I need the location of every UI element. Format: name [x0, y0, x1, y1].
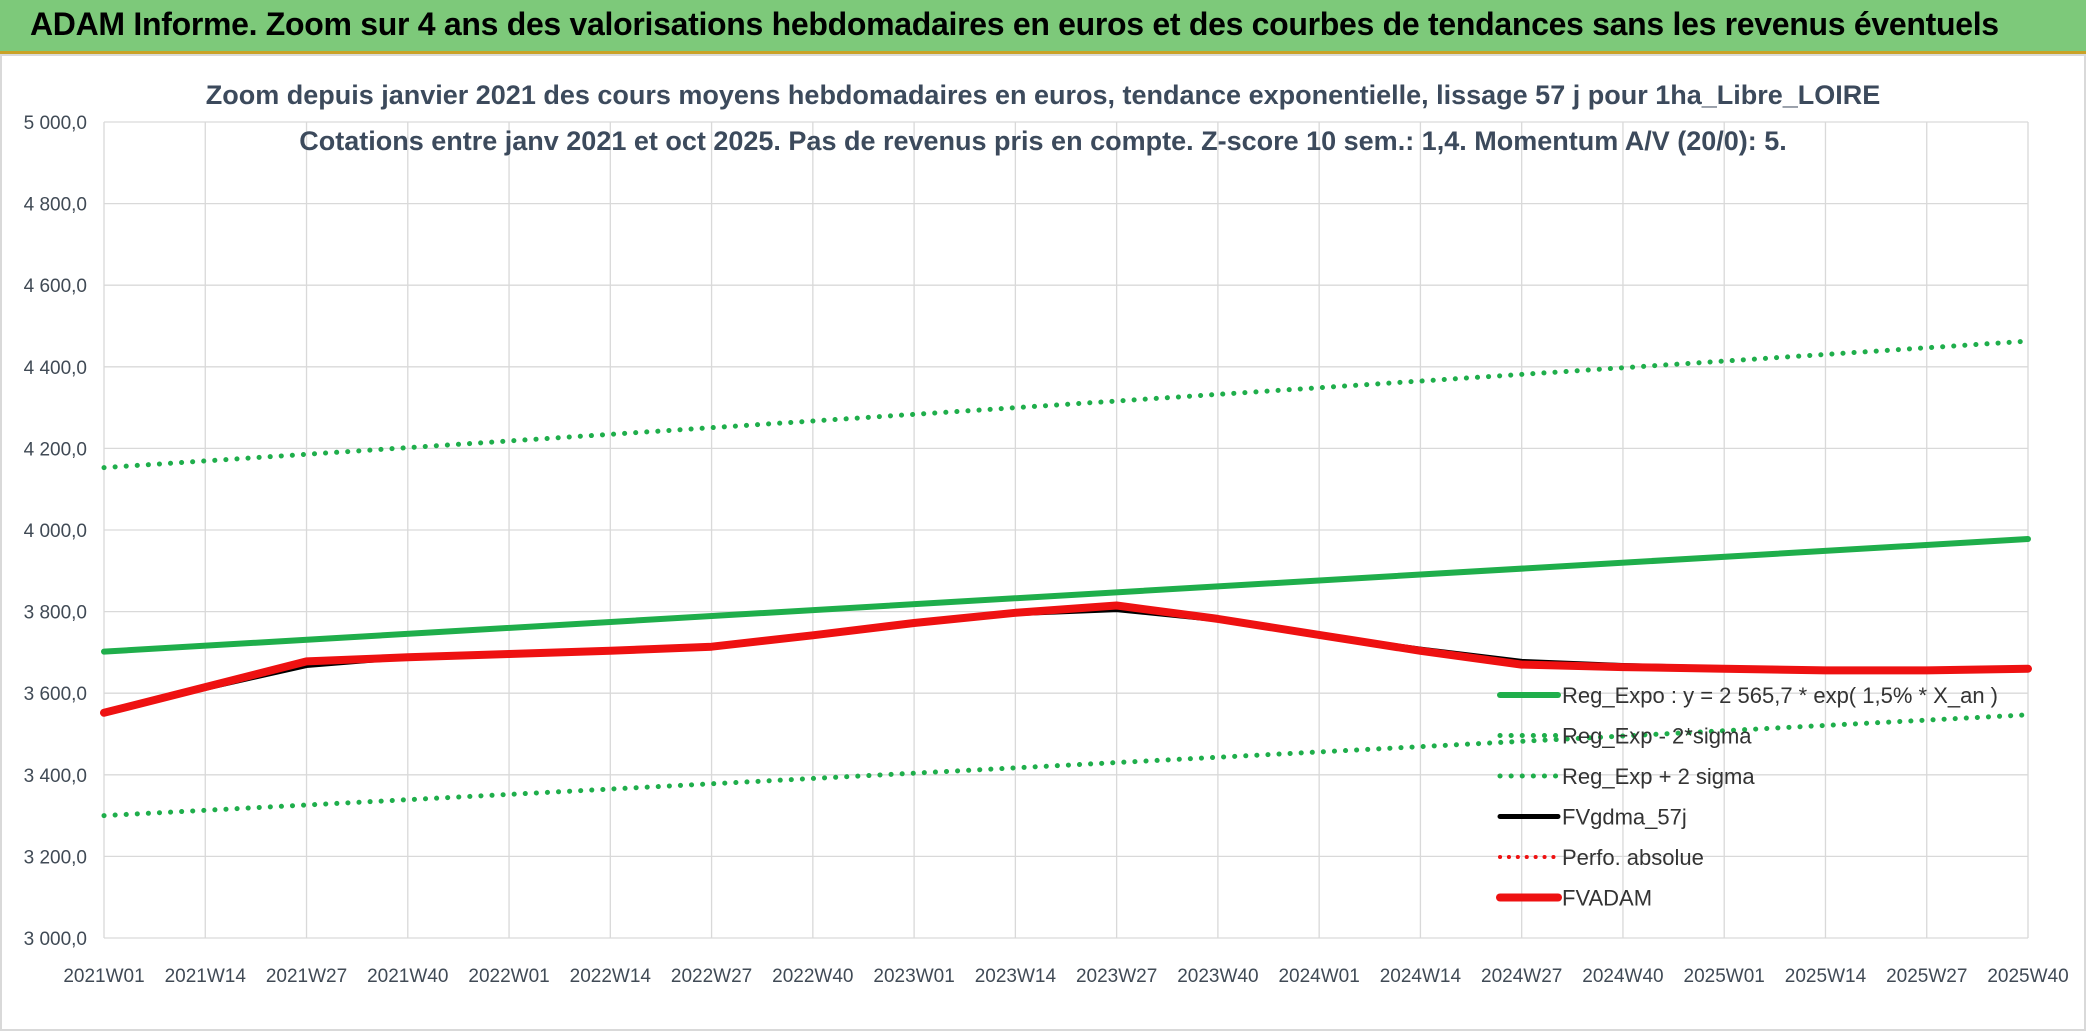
series-line-1 [101, 712, 2031, 819]
legend-label-2: Reg_Exp + 2 sigma [1562, 764, 1755, 789]
chart-legend: Reg_Expo : y = 2 565,7 * exp( 1,5% * X_a… [1496, 683, 1998, 911]
series-layer [100, 338, 2032, 819]
axis-layer: 3 000,0 3 200,0 3 400,0 3 600,0 3 800,0 4 000… [24, 113, 2069, 987]
x-tick-label: 2021W27 [266, 966, 347, 987]
y-tick-label: 3 200,0 [24, 847, 87, 868]
y-tick-label: 3 600,0 [24, 684, 87, 705]
x-tick-label: 2021W01 [63, 966, 144, 987]
x-tick-label: 2022W40 [772, 966, 853, 987]
y-tick-label: 5 000,0 [24, 113, 87, 134]
series-line-0 [101, 536, 2031, 655]
y-tick-label: 4 000,0 [24, 521, 87, 542]
y-tick-label: 3 400,0 [24, 766, 87, 787]
legend-label-4: Perfo. absolue [1562, 845, 1704, 870]
x-tick-label: 2024W01 [1278, 966, 1359, 987]
series-line-2 [101, 338, 2031, 471]
chart-frame [0, 54, 2086, 1031]
series-line-5 [100, 601, 2032, 717]
legend-label-0: Reg_Expo : y = 2 565,7 * exp( 1,5% * X_a… [1562, 683, 1998, 708]
x-tick-label: 2025W40 [1987, 966, 2068, 987]
x-tick-label: 2025W01 [1684, 966, 1765, 987]
y-tick-label: 3 800,0 [24, 603, 87, 624]
legend-label-1: Reg_Exp - 2*sigma [1562, 724, 1752, 749]
y-tick-label: 4 200,0 [24, 439, 87, 460]
x-tick-label: 2022W01 [468, 966, 549, 987]
banner-title: ADAM Informe. Zoom sur 4 ans des valoris… [30, 6, 1999, 42]
x-tick-label: 2021W14 [165, 966, 247, 987]
y-tick-label: 4 400,0 [24, 358, 87, 379]
x-tick-label: 2023W40 [1177, 966, 1258, 987]
x-tick-label: 2024W14 [1380, 966, 1462, 987]
chart-subtitle: Cotations entre janv 2021 et oct 2025. P… [299, 126, 1787, 156]
x-tick-label: 2023W14 [975, 966, 1057, 987]
x-tick-label: 2022W27 [671, 966, 752, 987]
x-tick-label: 2021W40 [367, 966, 448, 987]
legend-label-5: FVADAM [1562, 886, 1652, 911]
grid-layer [103, 121, 2029, 939]
x-tick-label: 2024W40 [1582, 966, 1663, 987]
y-tick-label: 3 000,0 [24, 929, 87, 950]
y-tick-label: 4 600,0 [24, 276, 87, 297]
chart-title: Zoom depuis janvier 2021 des cours moyen… [205, 80, 1881, 110]
legend-label-3: FVgdma_57j [1562, 805, 1687, 830]
header-banner: ADAM Informe. Zoom sur 4 ans des valoris… [0, 0, 2086, 54]
x-tick-label: 2023W27 [1076, 966, 1157, 987]
x-tick-label: 2025W27 [1886, 966, 1967, 987]
y-tick-label: 4 800,0 [24, 195, 87, 216]
x-tick-label: 2024W27 [1481, 966, 1562, 987]
x-tick-label: 2022W14 [570, 966, 652, 987]
x-tick-label: 2025W14 [1785, 966, 1867, 987]
x-tick-label: 2023W01 [873, 966, 954, 987]
